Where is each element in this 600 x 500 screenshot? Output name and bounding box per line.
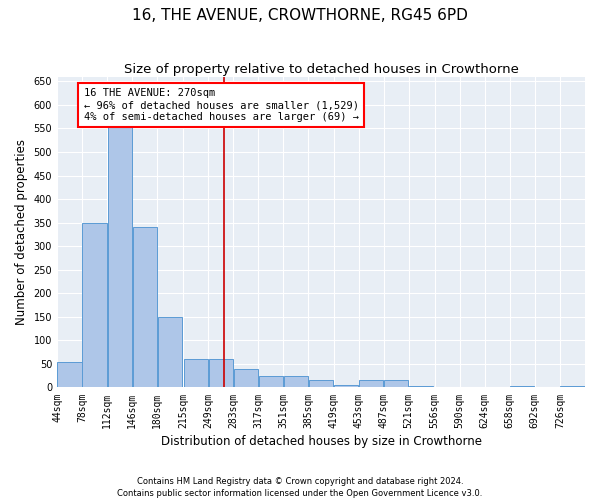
Bar	[510, 386, 535, 388]
Text: 16 THE AVENUE: 270sqm
← 96% of detached houses are smaller (1,529)
4% of semi-de: 16 THE AVENUE: 270sqm ← 96% of detached …	[83, 88, 359, 122]
Bar	[233, 368, 258, 388]
Bar	[560, 386, 584, 388]
Bar	[359, 380, 383, 388]
Bar	[309, 380, 333, 388]
Bar	[133, 228, 157, 388]
Text: Contains HM Land Registry data © Crown copyright and database right 2024.
Contai: Contains HM Land Registry data © Crown c…	[118, 476, 482, 498]
Bar	[209, 359, 233, 388]
Y-axis label: Number of detached properties: Number of detached properties	[15, 139, 28, 325]
Bar	[409, 386, 433, 388]
Bar	[284, 376, 308, 388]
Bar	[158, 317, 182, 388]
Bar	[259, 376, 283, 388]
Title: Size of property relative to detached houses in Crowthorne: Size of property relative to detached ho…	[124, 62, 518, 76]
Bar	[82, 222, 107, 388]
Bar	[384, 380, 409, 388]
Bar	[184, 359, 208, 388]
Bar	[107, 105, 132, 388]
Bar	[334, 385, 358, 388]
Bar	[58, 362, 82, 388]
Text: 16, THE AVENUE, CROWTHORNE, RG45 6PD: 16, THE AVENUE, CROWTHORNE, RG45 6PD	[132, 8, 468, 22]
X-axis label: Distribution of detached houses by size in Crowthorne: Distribution of detached houses by size …	[161, 434, 482, 448]
